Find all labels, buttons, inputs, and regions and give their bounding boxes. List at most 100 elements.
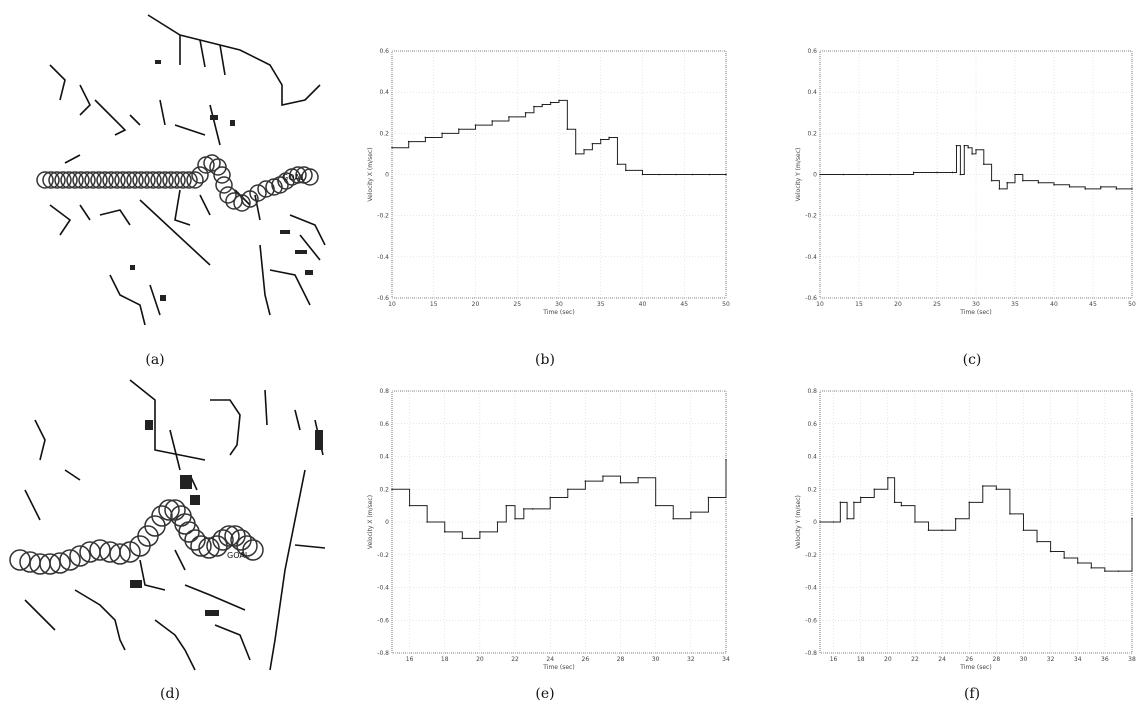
data-point (549, 101, 552, 104)
data-point (1006, 181, 1008, 184)
data-point (458, 128, 460, 131)
trail-pose-circle (54, 171, 72, 189)
x-tick-label: 28 (993, 656, 1001, 663)
trail-pose-circle (249, 184, 267, 202)
data-point (889, 173, 891, 176)
trail-pose-circle (144, 171, 162, 189)
data-point (842, 173, 845, 176)
data-point (641, 173, 644, 176)
trail-pose-circle (257, 180, 275, 198)
trail-pose-circle (39, 553, 61, 575)
trail-pose-circle (59, 549, 81, 571)
data-point (474, 124, 477, 126)
y-tick-label: -0.2 (805, 213, 817, 220)
trail-pose-circle (89, 539, 111, 561)
trail-pose-circle (180, 171, 198, 189)
data-point (927, 529, 930, 531)
data-point (941, 529, 943, 531)
x-tick-label: 38 (1128, 656, 1136, 663)
data-point (819, 521, 821, 523)
x-tick-label: 20 (472, 301, 480, 308)
map-a-clutter (130, 60, 313, 301)
chart-c-svg: -0.6 -0.4 -0.2 0 0.2 0.4 0.6 10 15 20 25 30 35 40 45 50… (795, 48, 1136, 316)
trail-pose-circle (48, 171, 66, 189)
x-tick-label: 16 (406, 656, 414, 663)
y-tick-label: 0.4 (379, 454, 389, 461)
x-axis-label: Time (sec) (959, 664, 991, 671)
x-tick-label: 22 (511, 656, 519, 663)
x-axis-label: Time (sec) (959, 309, 991, 316)
y-tick-label: 0.6 (379, 48, 389, 55)
caption-b: (b) (535, 352, 555, 368)
y-tick-label: -0.6 (377, 617, 389, 624)
trail-pose-circle (230, 529, 252, 551)
trail-pose-circle (170, 505, 192, 527)
trail-pose-circle (186, 171, 204, 189)
data-point (839, 501, 842, 504)
data-point (725, 458, 727, 461)
x-tick-label: 16 (830, 656, 838, 663)
data-point (1014, 173, 1016, 176)
trail-pose-circle (242, 539, 264, 561)
data-point (990, 179, 993, 182)
data-point (1076, 562, 1079, 564)
y-tick-label: -0.6 (805, 617, 817, 624)
data-point (959, 173, 962, 176)
x-tick-label: 22 (911, 656, 919, 663)
data-point (936, 171, 938, 174)
data-point (983, 163, 985, 166)
panel-c-chart: -0.6 -0.4 -0.2 0 0.2 0.4 0.6 10 15 20 25 30 35 40 45 50… (790, 45, 1138, 320)
map-d-svg: GOAL (9, 379, 326, 671)
trail-pose-circle (102, 171, 120, 189)
data-point (479, 531, 481, 533)
data-point (832, 521, 835, 523)
trail-pose-circle (9, 549, 31, 571)
y-tick-label: 0.6 (807, 421, 817, 428)
x-tick-label: 40 (639, 301, 647, 308)
data-point (424, 136, 427, 139)
x-tick-label: 20 (894, 301, 902, 308)
data-point (968, 501, 971, 504)
data-point (616, 163, 619, 166)
trail-pose-circle (150, 171, 168, 189)
panel-d-map: GOAL (5, 370, 340, 680)
x-tick-label: 26 (582, 656, 590, 663)
panel-f-chart: -0.8 -0.6 -0.4 -0.2 0 0.2 0.4 0.6 0.8 16 18 20 22 24 2… (790, 385, 1138, 675)
chart-f-svg: -0.8 -0.6 -0.4 -0.2 0 0.2 0.4 0.6 0.8 16 18 20 22 24 2… (795, 388, 1136, 671)
map-d-clutter (130, 420, 323, 616)
trail-pose-circle (49, 552, 71, 574)
data-point (533, 105, 535, 108)
map-d-goal-label: GOAL (227, 551, 250, 560)
y-tick-label: 0.2 (379, 130, 389, 137)
data-point (608, 136, 610, 139)
map-d-robot-trail (9, 499, 264, 575)
x-tick-label: 50 (722, 301, 730, 308)
data-point (866, 173, 868, 176)
caption-f: (f) (963, 686, 981, 702)
data-point (408, 504, 411, 507)
data-point (672, 517, 675, 520)
data-point (963, 144, 966, 147)
x-tick-label: 28 (617, 656, 625, 663)
y-tick-label: -0.6 (377, 295, 389, 302)
data-point (654, 504, 657, 507)
data-point (574, 153, 577, 155)
data-point (691, 173, 694, 176)
data-point (637, 476, 639, 479)
series-line (820, 145, 1132, 190)
trail-pose-circle (108, 171, 126, 189)
data-point (523, 508, 525, 510)
data-point (846, 517, 848, 520)
data-point (995, 488, 998, 491)
trail-pose-circle (84, 171, 102, 189)
data-point (975, 149, 977, 151)
data-point (1022, 529, 1025, 531)
data-point (971, 153, 973, 155)
trail-pose-circle (36, 171, 54, 189)
panel-b-chart: -0.6 -0.4 -0.2 0 0.2 0.4 0.6 10 15 20 25 30 35 40 45 50… (362, 45, 732, 320)
data-point (981, 485, 984, 487)
y-tick-label: -0.4 (805, 254, 817, 261)
data-point (1131, 517, 1133, 520)
y-axis-label: Velocity Y (m/sec) (795, 148, 802, 202)
data-point (887, 476, 889, 479)
